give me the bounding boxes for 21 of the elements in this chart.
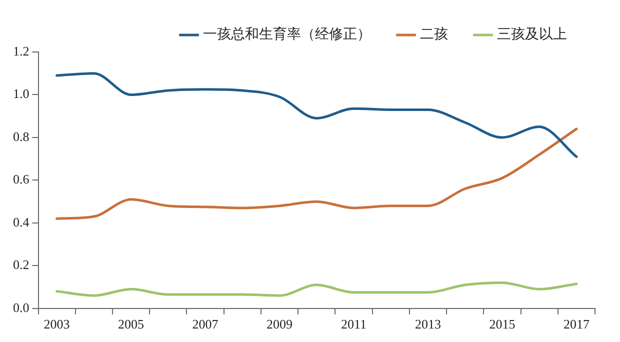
x-tick-label: 2009 <box>266 316 293 332</box>
line-series <box>56 128 578 220</box>
x-tick-label: 2017 <box>563 316 590 332</box>
y-tick-label: 0.2 <box>13 257 30 272</box>
x-tick-label: 2015 <box>489 316 516 332</box>
line-series <box>56 72 578 158</box>
y-tick-label: 0.4 <box>13 214 30 230</box>
y-tick-label: 1.2 <box>13 43 30 58</box>
x-tick-label: 2007 <box>192 316 219 332</box>
legend-label: 一孩总和生育率（经修正） <box>203 26 371 43</box>
y-tick-label: 0.6 <box>13 172 30 187</box>
y-tick-label: 0.8 <box>13 128 30 144</box>
x-tick-label: 2005 <box>118 316 144 332</box>
line-series <box>56 282 578 297</box>
x-tick-label: 2003 <box>44 316 70 332</box>
y-tick-label: 0.0 <box>13 300 30 315</box>
x-tick-label: 2011 <box>340 316 367 332</box>
legend-label: 二孩 <box>420 26 448 43</box>
x-tick-label: 2013 <box>414 316 441 332</box>
legend-label: 三孩及以上 <box>497 26 567 43</box>
y-tick-label: 1.0 <box>13 86 30 102</box>
